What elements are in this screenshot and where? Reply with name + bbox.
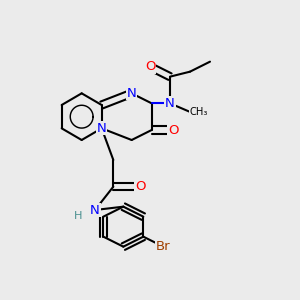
Text: O: O	[135, 180, 145, 193]
Text: CH₃: CH₃	[189, 107, 208, 117]
Text: Br: Br	[156, 240, 171, 253]
Text: N: N	[165, 97, 175, 110]
Text: N: N	[97, 122, 106, 135]
Text: N: N	[90, 203, 100, 217]
Text: H: H	[74, 211, 83, 221]
Text: O: O	[145, 60, 155, 73]
Text: N: N	[127, 87, 136, 100]
Text: O: O	[168, 124, 178, 136]
